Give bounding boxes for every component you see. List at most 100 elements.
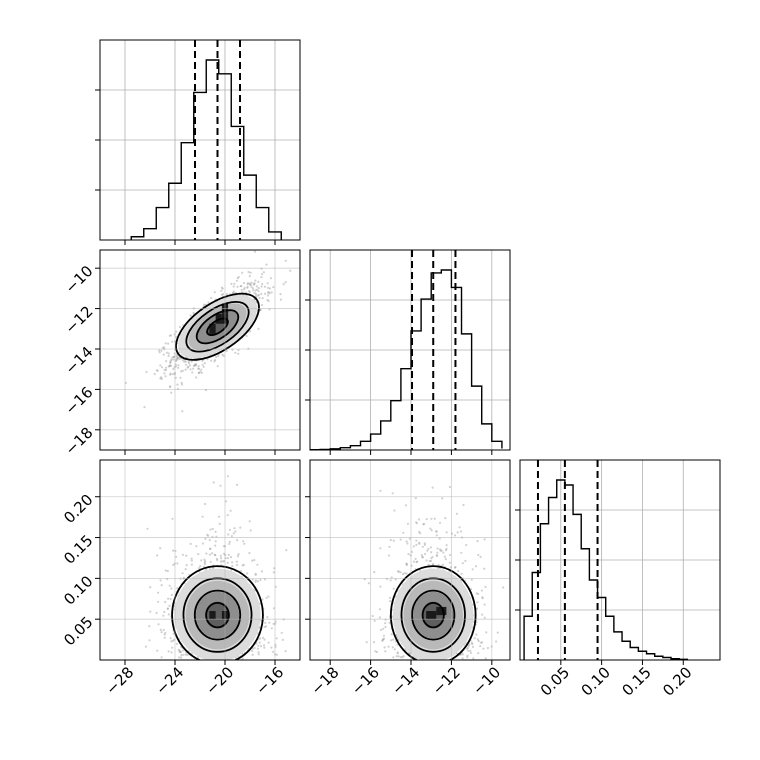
sample-point (160, 376, 163, 379)
sample-point (402, 531, 405, 534)
sample-point (178, 358, 181, 361)
sample-point (257, 290, 260, 293)
sample-point (148, 639, 151, 642)
sample-point (371, 614, 374, 618)
sample-point (184, 363, 188, 366)
sample-point (199, 565, 202, 568)
sample-point (417, 518, 420, 521)
sample-point (454, 566, 457, 569)
sample-point (253, 282, 256, 285)
y-tick-label: −14 (61, 343, 96, 378)
sample-point (162, 346, 166, 349)
sample-point (172, 367, 175, 371)
sample-point (201, 515, 204, 518)
sample-point (181, 553, 185, 556)
sample-point (175, 358, 178, 361)
sample-point (372, 641, 376, 644)
sample-point (167, 597, 170, 600)
sample-point (259, 578, 262, 582)
x-tick-label: 0.20 (659, 663, 695, 699)
sample-point (222, 560, 226, 563)
sample-point (379, 489, 382, 492)
sample-point (246, 572, 249, 575)
sample-point (392, 656, 395, 659)
sample-point (435, 554, 438, 557)
sample-point (190, 559, 193, 562)
sample-point (218, 522, 221, 526)
sample-point (257, 644, 260, 647)
sample-point (270, 291, 273, 294)
sample-point (425, 518, 428, 521)
sample-point (381, 639, 384, 642)
sample-point (397, 655, 400, 658)
sample-point (213, 553, 216, 557)
sample-point (481, 597, 484, 600)
sample-point (429, 559, 433, 563)
sample-point (448, 553, 452, 557)
sample-point (146, 527, 149, 530)
sample-point (209, 528, 212, 531)
sample-point (267, 641, 270, 644)
sample-point (254, 289, 257, 292)
sample-point (268, 292, 271, 295)
sample-point (436, 547, 439, 550)
sample-point (483, 567, 486, 570)
sample-point (266, 298, 269, 302)
sample-point (423, 542, 426, 545)
sample-point (189, 368, 192, 371)
sample-point (236, 483, 239, 486)
sample-point (226, 557, 230, 560)
sample-point (248, 552, 251, 555)
sample-point (162, 628, 165, 632)
sample-point (475, 592, 478, 595)
sample-point (257, 653, 260, 656)
sample-point (246, 282, 250, 285)
sample-point (192, 311, 195, 314)
sample-point (178, 650, 181, 653)
sample-point (197, 365, 200, 368)
sample-point (279, 293, 282, 296)
sample-point (233, 282, 236, 285)
sample-point (149, 586, 152, 589)
sample-point (473, 637, 476, 640)
sample-point (169, 361, 172, 364)
y-tick-label: −16 (61, 383, 96, 418)
sample-point (232, 285, 235, 288)
sample-point (435, 530, 438, 533)
sample-point (405, 540, 408, 543)
sample-point (201, 359, 204, 362)
sample-point (392, 638, 395, 641)
sample-point (178, 656, 181, 659)
sample-point (396, 652, 399, 655)
sample-point (382, 627, 385, 630)
x-tick-label: −24 (152, 663, 187, 698)
sample-point (184, 360, 187, 363)
sample-point (444, 517, 447, 520)
sample-point (158, 349, 161, 352)
sample-point (382, 634, 385, 637)
sample-point (390, 633, 393, 636)
sample-point (236, 285, 239, 288)
sample-point (172, 563, 175, 567)
sample-point (163, 368, 166, 371)
sample-point (430, 557, 433, 560)
sample-point (216, 559, 219, 562)
sample-point (168, 584, 171, 587)
sample-point (272, 650, 275, 654)
sample-point (202, 365, 205, 368)
sample-point (177, 364, 180, 367)
sample-point (414, 497, 417, 500)
sample-point (177, 356, 180, 359)
sample-point (428, 560, 431, 563)
sample-point (220, 289, 223, 292)
sample-point (163, 610, 166, 614)
sample-point (184, 653, 187, 656)
sample-point (236, 277, 239, 280)
sample-point (427, 563, 430, 566)
sample-point (251, 559, 254, 562)
sample-point (267, 595, 270, 598)
sample-point (200, 371, 203, 374)
density-contour (185, 301, 250, 353)
sample-point (190, 360, 193, 363)
sample-point (222, 292, 225, 296)
